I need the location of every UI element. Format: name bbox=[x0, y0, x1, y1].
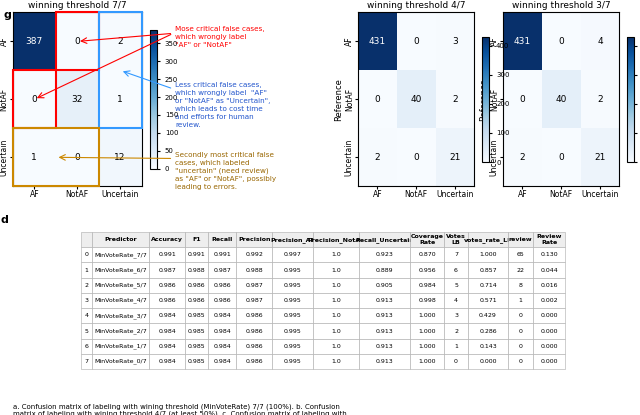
Text: 2: 2 bbox=[117, 37, 123, 46]
Text: 21: 21 bbox=[595, 153, 606, 162]
Text: a. Confusion matrix of labeling with wining threshold (MinVoteRate) 7/7 (100%). : a. Confusion matrix of labeling with win… bbox=[13, 403, 346, 415]
Text: 21: 21 bbox=[449, 153, 461, 162]
Bar bbox=[99, 12, 141, 128]
Text: 387: 387 bbox=[26, 37, 43, 46]
Text: 2: 2 bbox=[452, 95, 458, 104]
Text: 431: 431 bbox=[514, 37, 531, 46]
Text: Less critical false cases,
which wrongly label  "AF"
or "NotAF" as "Uncertain",
: Less critical false cases, which wrongly… bbox=[175, 82, 271, 128]
Text: 2: 2 bbox=[374, 153, 380, 162]
Text: 4: 4 bbox=[597, 37, 603, 46]
Text: 0: 0 bbox=[520, 95, 525, 104]
Text: 32: 32 bbox=[72, 95, 83, 104]
Text: 2: 2 bbox=[597, 95, 603, 104]
Y-axis label: Reference: Reference bbox=[334, 78, 344, 121]
Text: 431: 431 bbox=[369, 37, 386, 46]
Text: 0: 0 bbox=[374, 95, 380, 104]
Y-axis label: Reference: Reference bbox=[479, 78, 488, 121]
Text: 0: 0 bbox=[413, 37, 419, 46]
Bar bbox=[56, 12, 99, 71]
Text: 12: 12 bbox=[115, 153, 126, 162]
Text: d: d bbox=[1, 215, 8, 225]
Text: 40: 40 bbox=[556, 95, 567, 104]
Text: 0: 0 bbox=[74, 153, 80, 162]
Bar bbox=[13, 128, 99, 186]
Text: 0: 0 bbox=[74, 37, 80, 46]
Bar bbox=[13, 71, 56, 128]
Text: 3: 3 bbox=[452, 37, 458, 46]
Text: 1: 1 bbox=[31, 153, 37, 162]
Text: 0: 0 bbox=[413, 153, 419, 162]
Text: 0: 0 bbox=[31, 95, 37, 104]
Text: Mose critical false cases,
which wrongly label
"AF" or "NotAF": Mose critical false cases, which wrongly… bbox=[175, 27, 265, 49]
Text: 40: 40 bbox=[410, 95, 422, 104]
Text: Secondly most critical false
cases, which labeled
"uncertain" (need review)
as ": Secondly most critical false cases, whic… bbox=[175, 151, 276, 190]
Title: Labeling with
winning threshold 3/7: Labeling with winning threshold 3/7 bbox=[512, 0, 611, 10]
Text: 0: 0 bbox=[558, 37, 564, 46]
Text: 2: 2 bbox=[520, 153, 525, 162]
Title: Labeling with
winning threshold 7/7: Labeling with winning threshold 7/7 bbox=[28, 0, 127, 10]
Title: Labeling with
winning threshold 4/7: Labeling with winning threshold 4/7 bbox=[367, 0, 465, 10]
Text: g: g bbox=[3, 10, 11, 20]
Text: 0: 0 bbox=[558, 153, 564, 162]
Text: 1: 1 bbox=[117, 95, 123, 104]
